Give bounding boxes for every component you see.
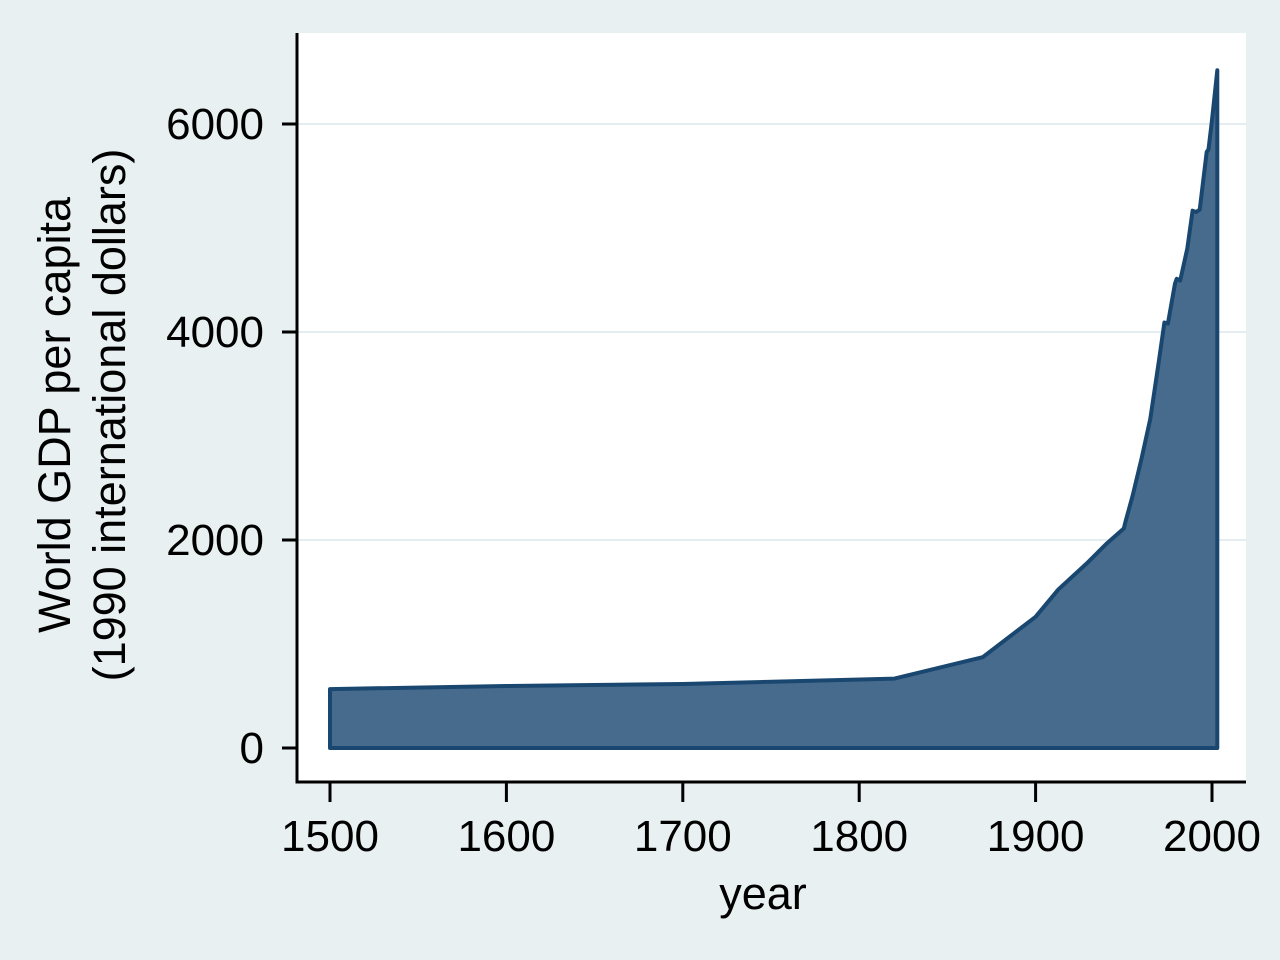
y-axis-title-line2: (1990 international dollars) xyxy=(84,148,135,682)
y-axis-title: World GDP per capita (1990 international… xyxy=(27,15,137,815)
y-tick-label-2000: 2000 xyxy=(166,516,264,565)
gridlines xyxy=(298,123,1246,541)
y-tick-label-6000: 6000 xyxy=(166,100,264,149)
y-tick-label-4000: 4000 xyxy=(166,308,264,357)
x-tick-label-1800: 1800 xyxy=(810,812,908,861)
y-axis-title-line1: World GDP per capita xyxy=(29,196,80,634)
area-series-world-gdp xyxy=(328,68,1220,750)
x-tick-label-1600: 1600 xyxy=(457,812,555,861)
x-tick-label-1900: 1900 xyxy=(987,812,1085,861)
y-axis-ticks: 0 2000 4000 6000 xyxy=(166,100,296,773)
x-tick-label-1500: 1500 xyxy=(281,812,379,861)
x-tick-label-2000: 2000 xyxy=(1163,812,1261,861)
y-tick-label-0: 0 xyxy=(240,724,264,773)
x-axis-ticks: 1500 1600 1700 1800 1900 2000 xyxy=(281,782,1261,861)
x-axis-title: year xyxy=(719,868,807,919)
x-tick-label-1700: 1700 xyxy=(634,812,732,861)
